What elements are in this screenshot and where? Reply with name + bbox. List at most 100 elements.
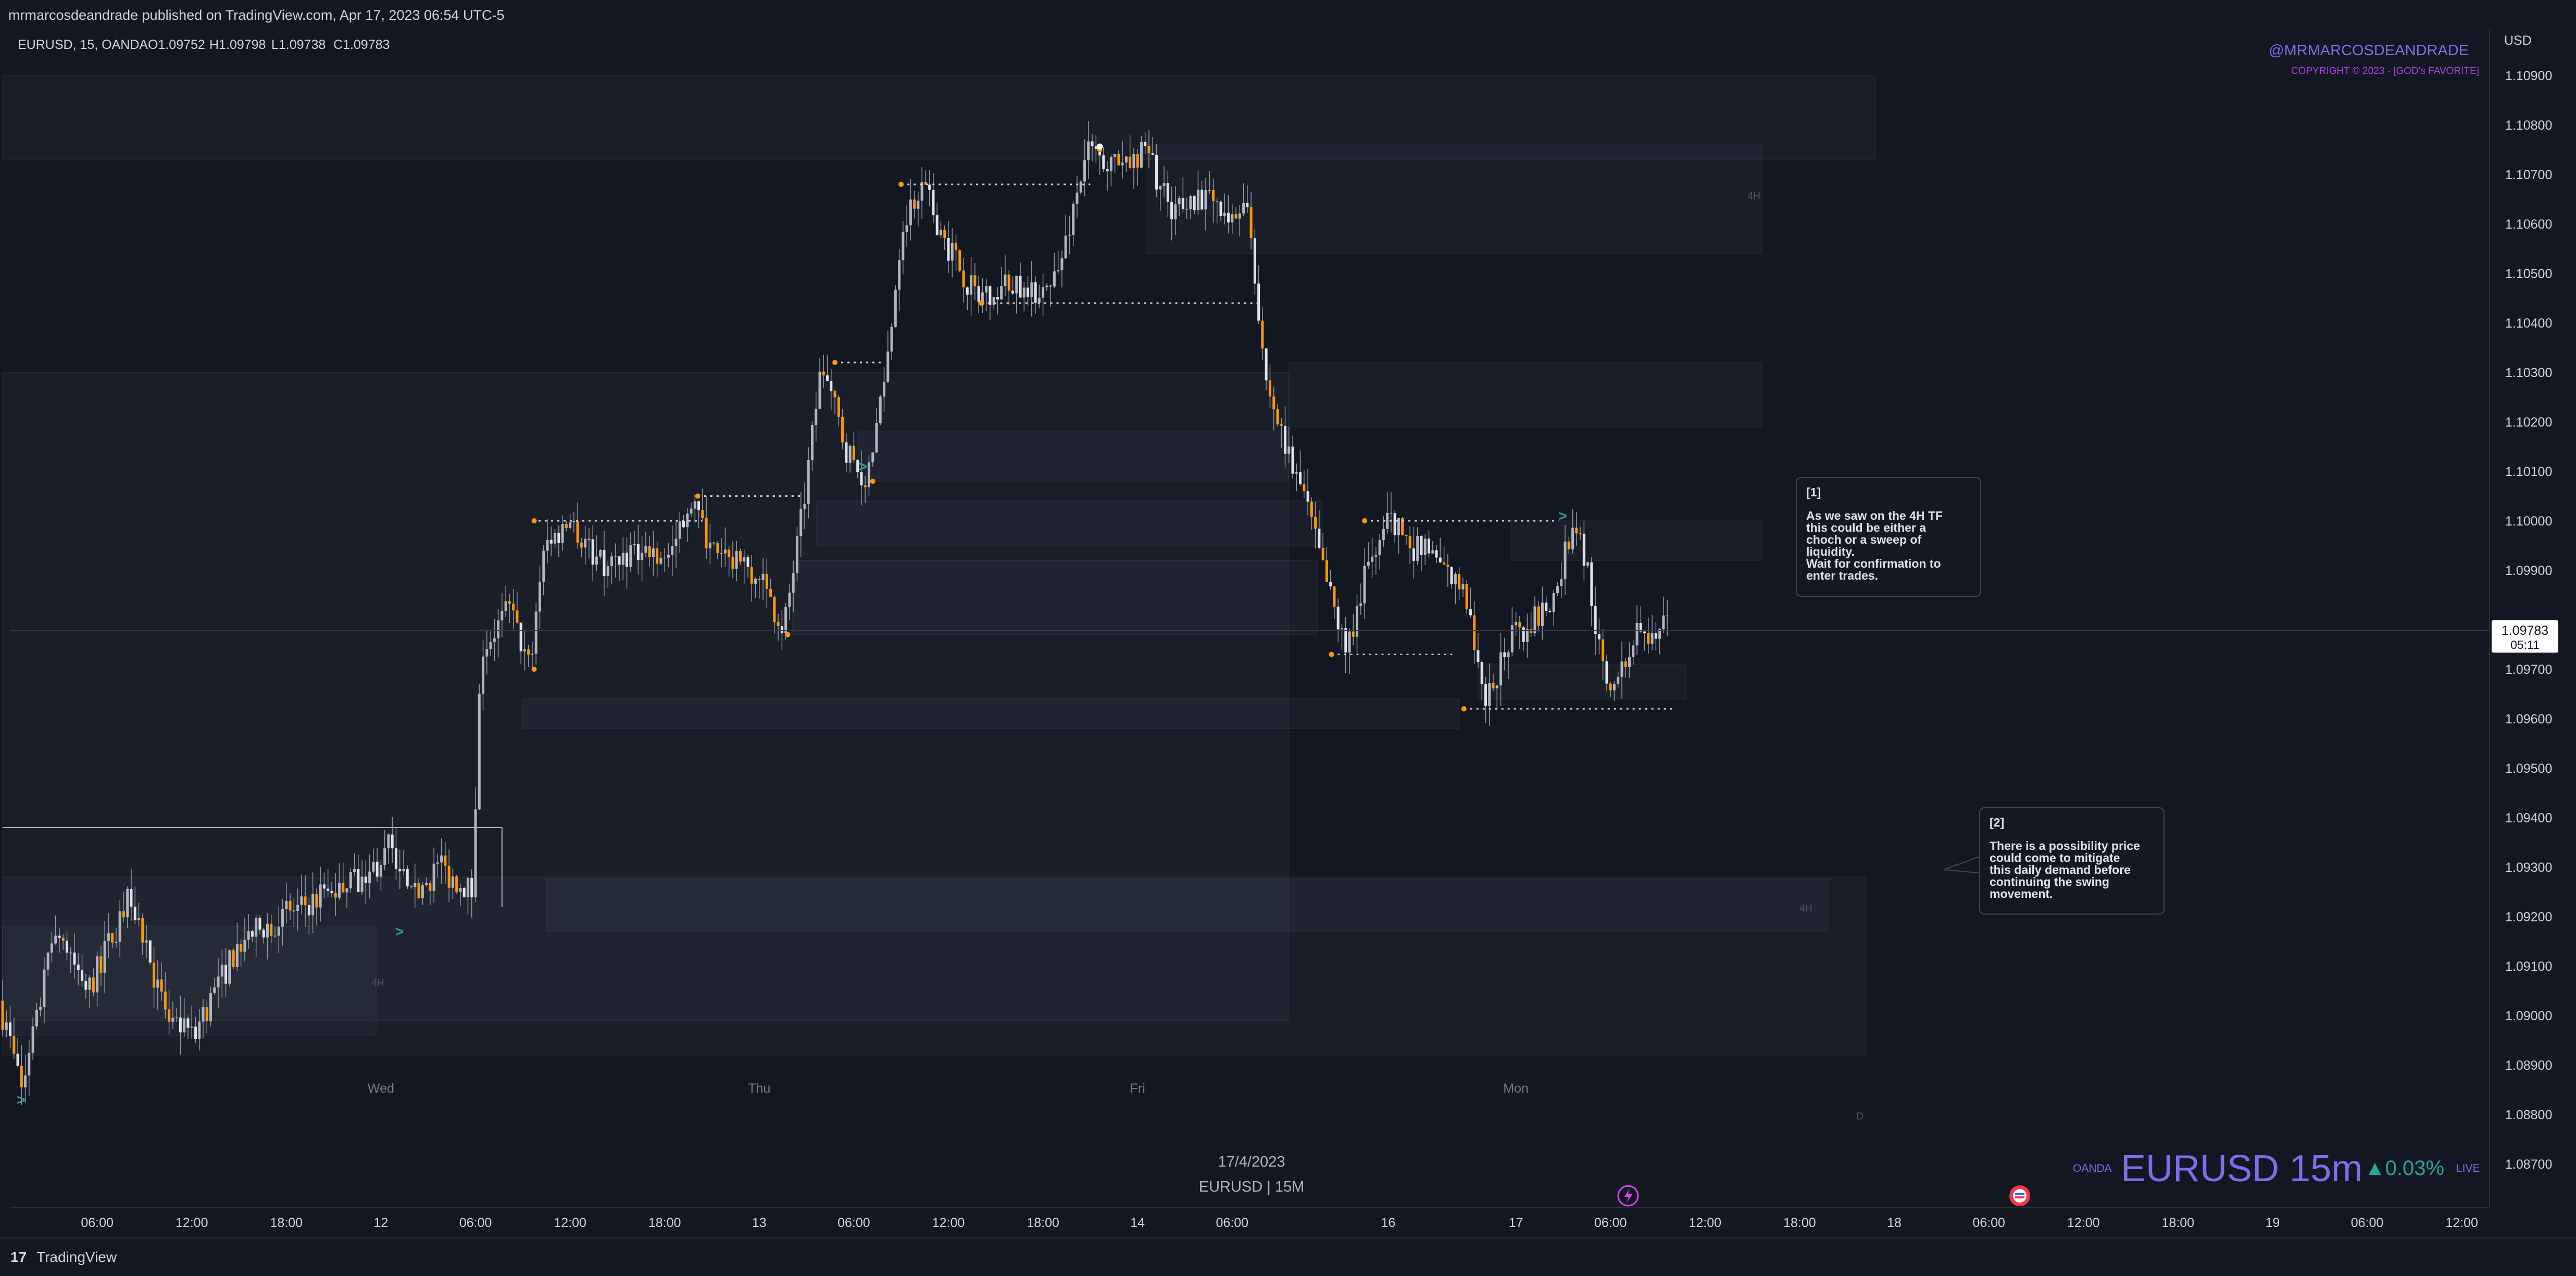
candle-body: [773, 596, 776, 622]
candle-body: [1057, 270, 1060, 272]
candle-body: [1030, 282, 1033, 297]
candle-body: [697, 501, 701, 510]
zone-tag: 4H: [371, 978, 384, 989]
candle-body: [24, 1075, 27, 1087]
candle-body: [292, 910, 295, 911]
candle-body: [1488, 683, 1491, 706]
candle-body: [845, 442, 848, 463]
y-tick-label: 1.09100: [2505, 959, 2552, 974]
candle-body: [270, 923, 273, 936]
grid-layer: [3, 827, 503, 907]
tradingview-brand[interactable]: TradingView: [36, 1249, 117, 1265]
candle-body: [107, 933, 110, 941]
candle-body: [678, 521, 681, 539]
candle-body: [175, 1017, 178, 1019]
candle-body: [1072, 204, 1075, 235]
y-tick-label: 1.09300: [2505, 860, 2552, 875]
x-tick-label: 06:00: [837, 1216, 870, 1230]
candle-body: [554, 532, 557, 544]
candle-body: [546, 540, 549, 551]
candle-body: [251, 931, 254, 937]
candle-body: [799, 508, 803, 536]
flag-icon[interactable]: [2009, 1185, 2030, 1206]
y-tick-label: 1.10400: [2505, 316, 2552, 331]
candle-body: [429, 882, 432, 891]
candle-body: [1280, 424, 1283, 426]
candle-body: [788, 592, 791, 607]
candle-body: [240, 944, 243, 952]
candle-body: [1556, 586, 1559, 594]
zone-tag: 4H: [1748, 191, 1760, 202]
candle-body: [1000, 286, 1003, 299]
candle-body: [376, 861, 379, 877]
annotation-note-2[interactable]: [2] There is a possibility price could c…: [1979, 807, 2165, 915]
zone-tag: D: [1856, 1111, 1864, 1122]
current-price-badge: 1.09783 05:11: [2492, 620, 2558, 653]
y-tick-label: 1.09700: [2505, 662, 2552, 677]
candle-body: [61, 937, 65, 941]
candle-body: [569, 522, 572, 528]
candle-body: [1219, 201, 1222, 217]
candle-body: [1185, 209, 1189, 210]
day-label: Wed: [368, 1081, 394, 1096]
candle-body: [118, 911, 121, 942]
candle-body: [357, 869, 360, 892]
candle-body: [810, 425, 814, 460]
candle-body: [735, 551, 738, 569]
candle-body: [1639, 623, 1642, 632]
candle-body: [584, 539, 587, 548]
candle-body: [485, 649, 489, 657]
candle-body: [65, 941, 68, 953]
annotation-note-1[interactable]: [1] As we saw on the 4H TF this could be…: [1796, 477, 1981, 597]
candle-body: [1242, 203, 1245, 214]
candle-body: [360, 877, 364, 892]
candle-body: [209, 993, 212, 1021]
x-tick-label: 12: [373, 1216, 388, 1230]
candle-body: [311, 894, 315, 916]
lightning-icon[interactable]: [1617, 1185, 1639, 1207]
candle-body: [716, 543, 719, 553]
candle-body: [224, 965, 228, 984]
candle-body: [353, 869, 356, 872]
candle-body: [1004, 274, 1007, 286]
candle-body: [190, 1027, 193, 1028]
candle-body: [1590, 562, 1593, 606]
candle-body: [1151, 153, 1154, 155]
candle-body: [46, 953, 49, 970]
candle-body: [1446, 565, 1449, 567]
y-tick-label: 1.10500: [2505, 267, 2552, 281]
candle-body: [1602, 639, 1605, 661]
candle-body: [1401, 518, 1404, 535]
candle-body: [1647, 633, 1650, 644]
candle-body: [451, 876, 454, 888]
candle-body: [1473, 615, 1476, 650]
candle-body: [512, 603, 515, 611]
tradingview-logo[interactable]: 17: [10, 1249, 27, 1265]
ohlc-high: H1.09798: [209, 37, 266, 52]
zone-box: [1288, 362, 1762, 428]
candle-body: [1609, 683, 1612, 691]
candle-body: [402, 869, 405, 872]
candle-body: [417, 883, 420, 898]
candle-body: [1295, 472, 1298, 474]
candle-body: [285, 900, 288, 909]
candle-body: [1034, 282, 1037, 303]
candle-body: [281, 908, 284, 927]
candle-body: [1303, 484, 1306, 492]
candle-body: [587, 539, 591, 540]
candle-body: [1359, 603, 1362, 606]
markers-layer: > > > >4H 4H 4H D: [17, 143, 1864, 1122]
arrow-marker: >: [1558, 508, 1567, 524]
candle-body: [1477, 650, 1480, 662]
candle-body: [985, 286, 988, 293]
candle-body: [591, 539, 594, 565]
candle-body: [935, 215, 939, 235]
candle-body: [444, 855, 447, 866]
x-tick-label: 06:00: [1972, 1216, 2005, 1230]
candle-body: [459, 888, 462, 892]
candle-body: [145, 940, 148, 943]
candle-body: [656, 548, 659, 564]
candle-body: [307, 905, 310, 916]
candle-body: [1257, 283, 1260, 321]
